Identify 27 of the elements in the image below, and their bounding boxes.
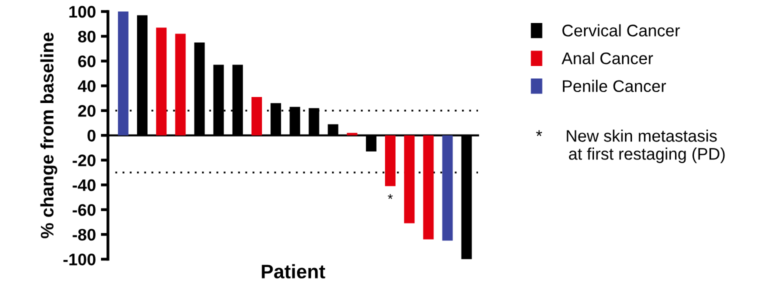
bar <box>442 135 453 241</box>
bar <box>156 28 167 136</box>
y-tick-label: -80 <box>72 228 96 241</box>
y-axis-title: % change from baseline <box>40 32 58 238</box>
y-tick-label: 80 <box>78 30 96 42</box>
bar <box>251 96 262 136</box>
bar <box>385 135 396 186</box>
y-tick-label: 0 <box>88 130 96 142</box>
bar <box>404 135 415 224</box>
legend-label: Anal Cancer <box>562 52 654 64</box>
bar <box>118 12 128 136</box>
y-tick-label: -60 <box>72 204 96 216</box>
y-tick-label: 100 <box>69 6 96 18</box>
text: * New skin metastasis at first restaging (PD) <box>536 130 725 164</box>
legend-label: Cervical Cancer <box>562 24 680 36</box>
y-tick-label: -20 <box>72 154 96 166</box>
x-axis-title: Patient <box>262 264 326 278</box>
y-tick-label: 60 <box>78 55 96 68</box>
y-tick-label: -40 <box>72 179 96 192</box>
y-tick-label: 40 <box>78 80 96 92</box>
legend-label: Penile Cancer <box>562 80 666 92</box>
bar <box>175 34 186 136</box>
y-tick-label: -100 <box>63 254 96 266</box>
bar <box>423 135 434 240</box>
data-label: * <box>388 194 393 199</box>
bar <box>346 132 358 136</box>
y-tick-label: 20 <box>78 104 96 117</box>
